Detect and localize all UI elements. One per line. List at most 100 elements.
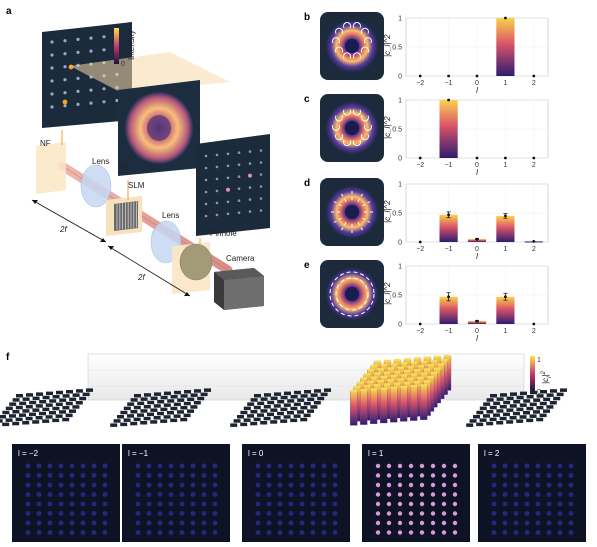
bar (467, 239, 487, 242)
f-bar-top (360, 389, 368, 392)
radial-polarization-line (339, 190, 347, 202)
f-bar (280, 419, 288, 423)
camera-spot (310, 492, 316, 497)
dimension-arrow-1 (31, 199, 107, 243)
data-point (504, 295, 507, 299)
camera-spot (568, 473, 574, 478)
f-bar (163, 415, 171, 419)
camera-spot (47, 530, 53, 535)
camera-spot (535, 473, 541, 478)
panel-label-f: f (6, 352, 10, 363)
f-camera-frames: l = −2 l = −1 l = 0 l = 1 l = 2 (12, 444, 586, 542)
y-tick-label: 0.5 (392, 211, 402, 218)
radial-polarization-line (362, 199, 374, 207)
camera-spot (179, 520, 185, 526)
camera-spot (201, 520, 207, 526)
f-bar (59, 410, 66, 414)
f-bar (19, 413, 26, 417)
x-tick-label: 0 (475, 328, 479, 335)
nf-spot (102, 87, 106, 91)
y-tick-label: 0.5 (392, 45, 402, 52)
camera-spot (25, 511, 31, 516)
data-point (532, 322, 536, 326)
camera-spot (310, 501, 316, 507)
f-bar (483, 414, 490, 418)
radial-polarization-line (362, 217, 374, 225)
camera-spot (212, 492, 218, 497)
f-bar (513, 411, 520, 416)
f-bar-top (393, 382, 401, 385)
f-bar (65, 401, 73, 406)
f-bar-top (387, 367, 395, 370)
camera-spot (452, 492, 458, 497)
label-slm: SLM (128, 181, 145, 190)
f-bar (0, 415, 6, 419)
camera-spot (69, 482, 75, 488)
nf-output-spot (259, 149, 263, 152)
camera-spot (375, 530, 381, 535)
camera-spot (430, 501, 436, 507)
f-bar-top (407, 377, 414, 380)
f-bar (556, 392, 564, 397)
f-bar (489, 417, 497, 422)
polarization-glyph (360, 115, 369, 122)
f-bar (173, 414, 181, 418)
camera-spot (524, 530, 530, 535)
f-bar (300, 394, 308, 398)
nf-output-spot (204, 154, 208, 158)
data-point (475, 319, 479, 323)
f-bar (540, 390, 547, 394)
f-bar (287, 411, 294, 415)
f-bar-top (384, 359, 391, 362)
camera-spot (179, 511, 185, 516)
frame-label: l = −2 (18, 449, 39, 458)
nf-spot (115, 98, 119, 103)
camera-spot (135, 530, 141, 535)
polarization-glyph (332, 37, 340, 44)
camera-spot (146, 482, 152, 488)
camera-spot (546, 501, 552, 507)
camera-spot (69, 511, 75, 516)
camera-spot (80, 463, 86, 469)
x-axis-label: l (476, 252, 478, 261)
camera-spot (266, 492, 272, 497)
f-bar (519, 415, 527, 419)
f-bar (270, 408, 278, 412)
data-point (504, 156, 507, 160)
f-bar (22, 421, 30, 425)
camera-spot (502, 530, 508, 535)
camera-spot (546, 492, 552, 497)
data-point (504, 16, 507, 20)
camera-spot (58, 520, 64, 526)
camera-spot (332, 482, 338, 488)
f-bar-top (394, 358, 401, 361)
camera-spot (266, 520, 272, 526)
camera-spot (179, 473, 185, 478)
f-bar (15, 405, 23, 410)
camera-spot (452, 511, 458, 516)
f-bar (516, 395, 524, 400)
data-point (475, 156, 479, 160)
panel-label-c: c (304, 94, 310, 105)
y-tick-label: 0 (398, 240, 402, 247)
nf-spot (76, 102, 80, 106)
camera-spot (386, 463, 392, 469)
f-bar (2, 410, 10, 415)
f-bar (510, 392, 517, 396)
f-bar (184, 390, 191, 394)
f-bar-top (413, 369, 421, 372)
nf-output-spot (215, 213, 219, 217)
f-bar (380, 388, 388, 424)
f-bar (59, 398, 67, 402)
camera-spot (277, 501, 283, 507)
panel-e: e 0 0.5 1 −2 −1 0 1 2 l |c_l|^2 (304, 260, 549, 343)
f-bar-top (377, 379, 384, 382)
camera-spot (47, 473, 53, 478)
f-bar (280, 395, 288, 400)
camera-spot (502, 492, 508, 497)
nf-output-spot (226, 152, 230, 156)
f-bar (530, 390, 537, 395)
camera-spot (102, 501, 108, 507)
camera-spot (91, 530, 97, 535)
f-bar (490, 394, 497, 398)
